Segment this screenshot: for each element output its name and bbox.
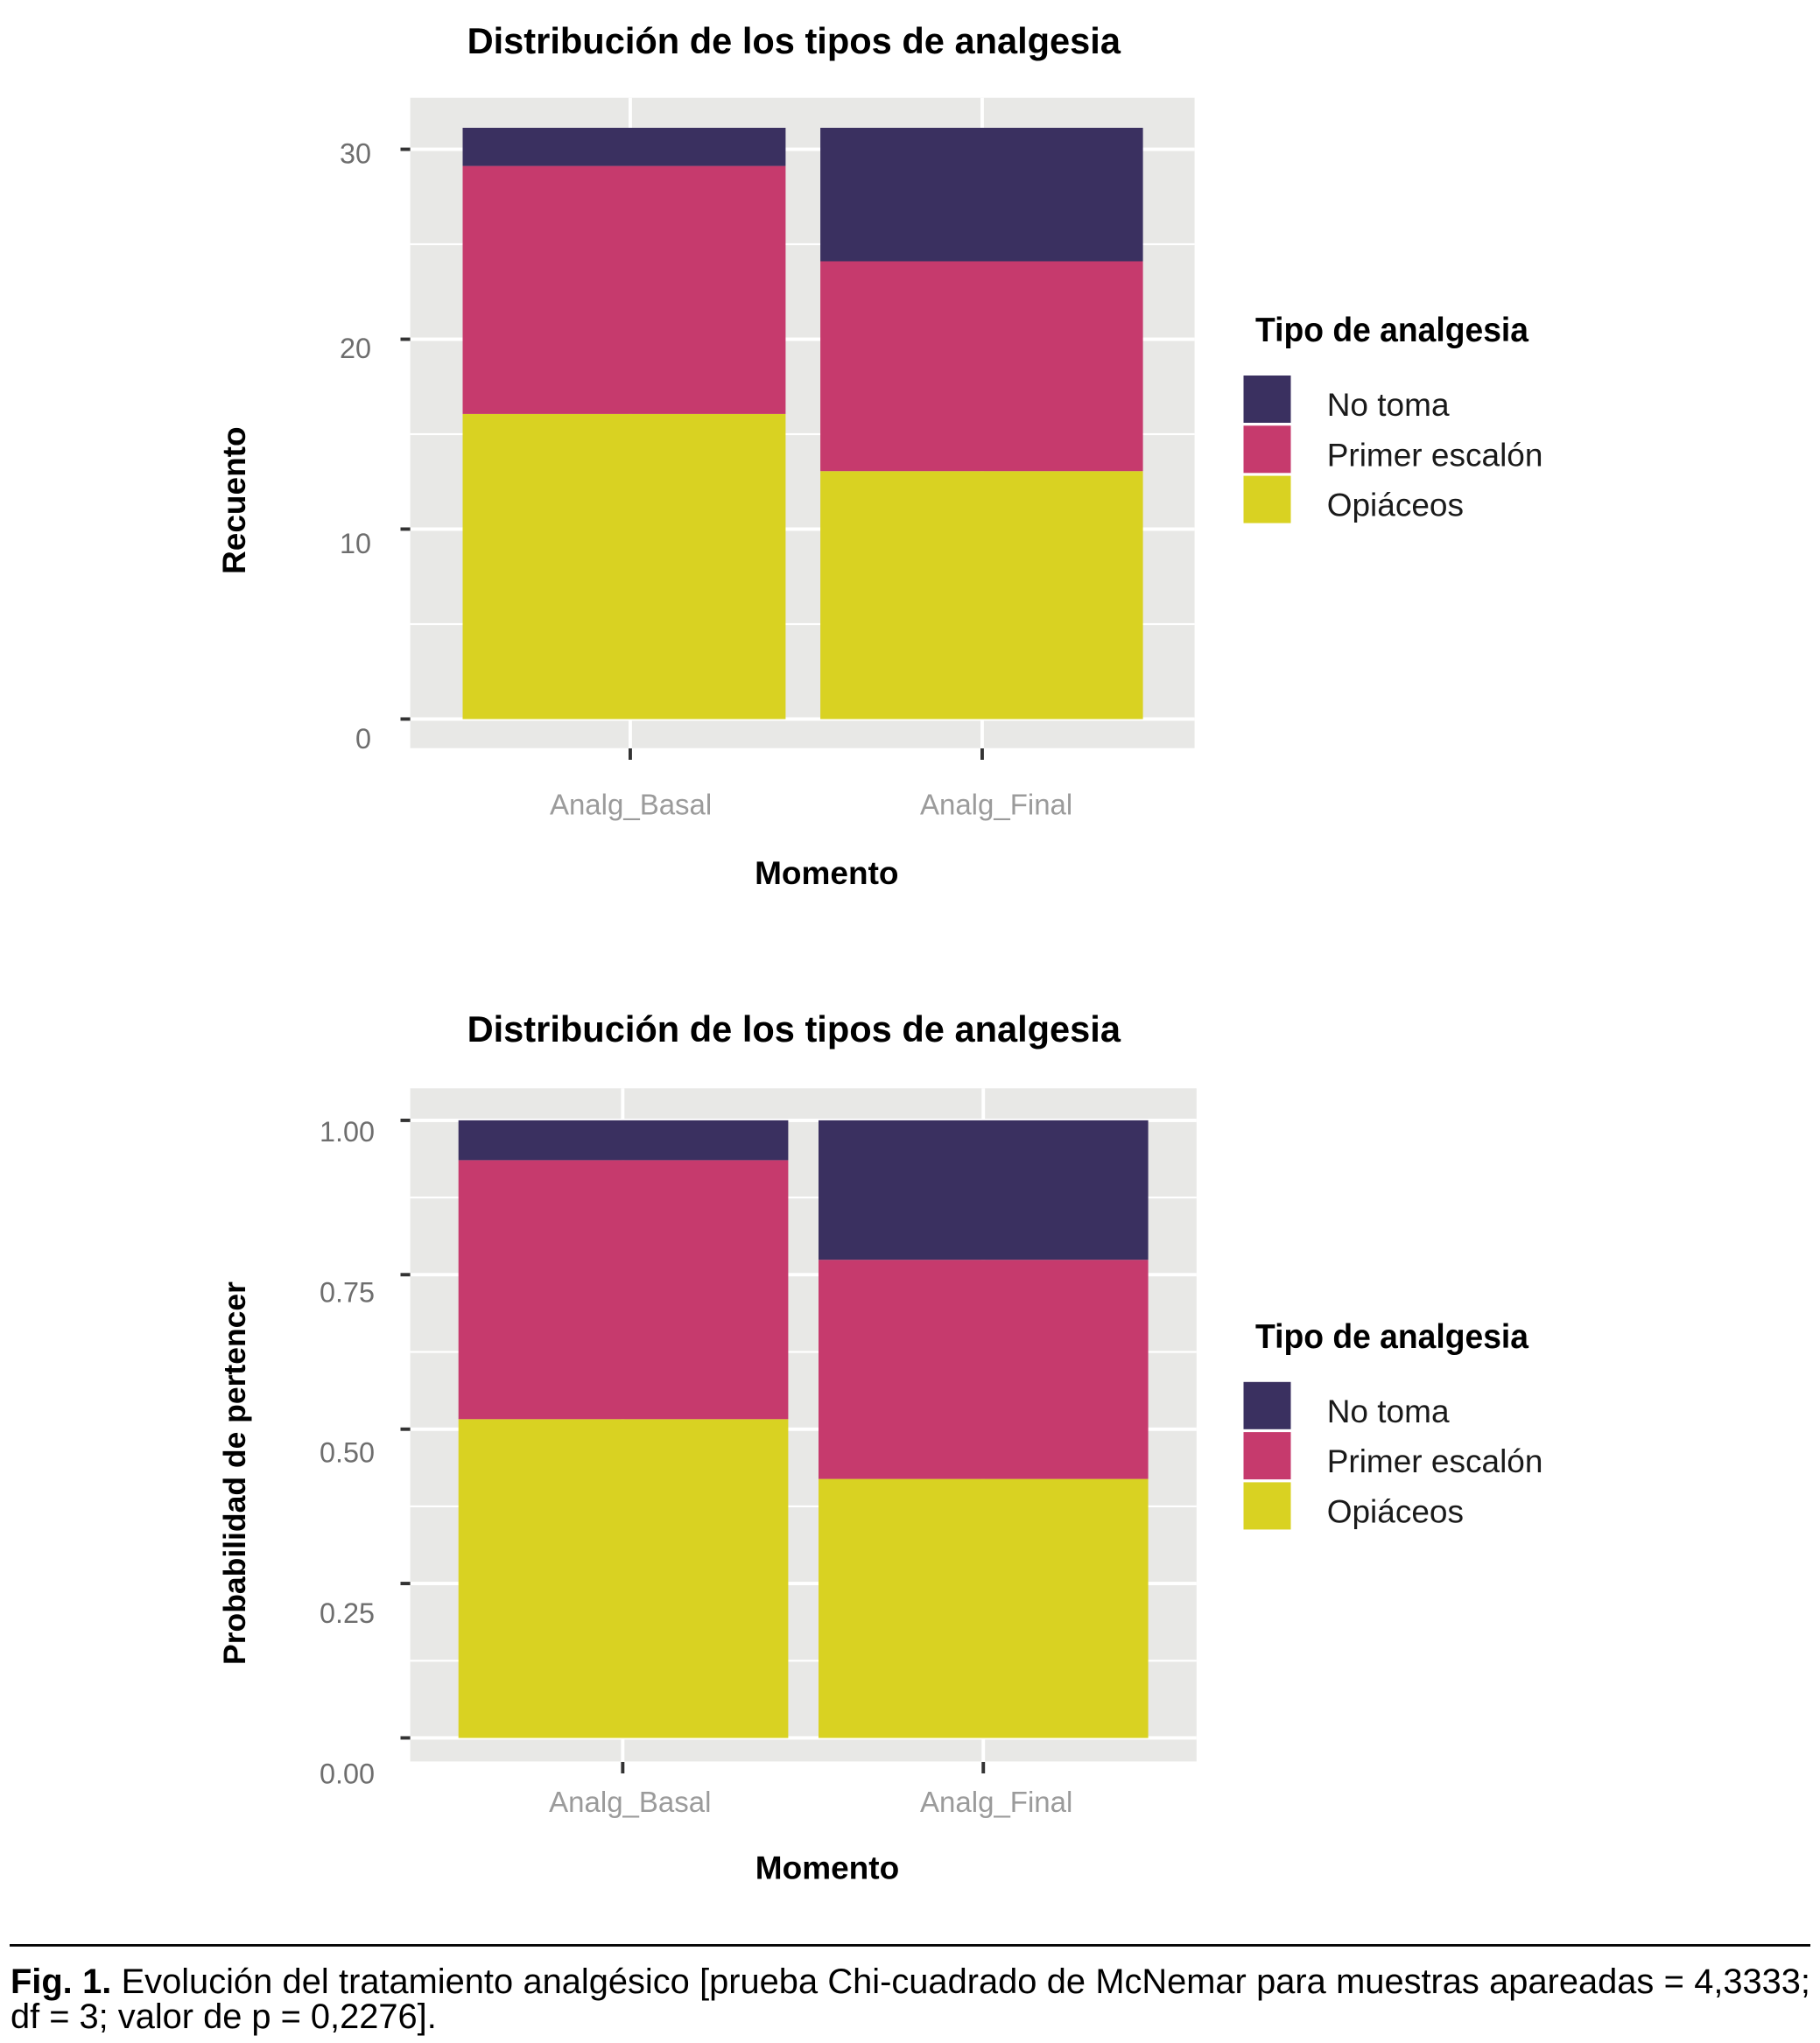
svg-text:Probabilidad de pertencer: Probabilidad de pertencer (217, 1281, 252, 1665)
svg-text:Opiáceos: Opiáceos (1327, 488, 1464, 523)
svg-text:Distribución de los tipos de a: Distribución de los tipos de analgesia (467, 1008, 1121, 1050)
svg-text:No toma: No toma (1327, 387, 1450, 423)
svg-text:20: 20 (340, 333, 371, 364)
svg-text:Tipo de analgesia: Tipo de analgesia (1255, 312, 1529, 349)
svg-text:Primer escalón: Primer escalón (1327, 437, 1543, 473)
svg-text:Tipo de analgesia: Tipo de analgesia (1255, 1318, 1529, 1356)
svg-text:0.00: 0.00 (320, 1759, 375, 1790)
svg-text:0.25: 0.25 (320, 1597, 375, 1629)
svg-text:Distribución de los tipos de a: Distribución de los tipos de analgesia (467, 20, 1121, 61)
svg-text:Momento: Momento (755, 855, 898, 891)
svg-text:Analg_Basal: Analg_Basal (549, 1786, 711, 1818)
svg-text:Analg_Basal: Analg_Basal (550, 789, 712, 821)
svg-text:Primer escalón: Primer escalón (1327, 1443, 1543, 1479)
svg-text:0.75: 0.75 (320, 1276, 375, 1308)
svg-text:Opiáceos: Opiáceos (1327, 1493, 1464, 1529)
svg-text:0.50: 0.50 (320, 1437, 375, 1469)
svg-text:Momento: Momento (755, 1850, 899, 1886)
svg-text:Analg_Final: Analg_Final (920, 789, 1072, 821)
svg-text:Analg_Final: Analg_Final (920, 1786, 1072, 1818)
svg-text:30: 30 (340, 137, 371, 169)
svg-text:0: 0 (355, 723, 371, 755)
svg-text:10: 10 (340, 528, 371, 559)
svg-text:No toma: No toma (1327, 1394, 1450, 1429)
svg-text:1.00: 1.00 (320, 1116, 375, 1148)
svg-text:Recuento: Recuento (216, 426, 252, 574)
